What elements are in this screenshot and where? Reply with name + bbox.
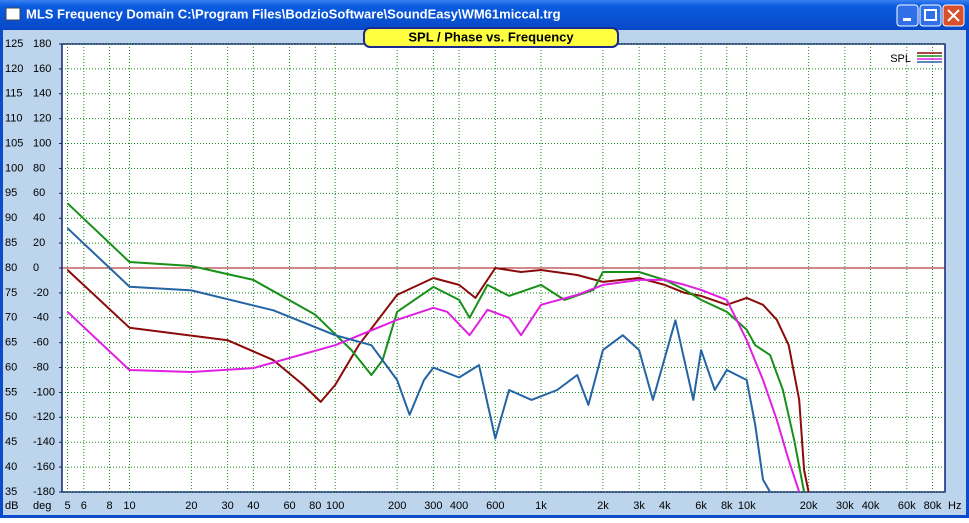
- curve: [66, 278, 801, 493]
- x-tick-label: 10k: [738, 500, 756, 512]
- x-tick-label: 8k: [721, 500, 733, 512]
- title-bar: [0, 0, 969, 30]
- y-tick-label: 75: [5, 287, 17, 299]
- y-tick-label: 45: [5, 436, 17, 448]
- y-tick-label: 85: [5, 237, 17, 249]
- x-tick-label: 3k: [633, 500, 645, 512]
- x-tick-label: 1k: [535, 500, 547, 512]
- chart-title-box: [363, 27, 619, 48]
- y2-unit: deg: [33, 500, 51, 512]
- x-tick-label: 10: [123, 500, 135, 512]
- y2-tick-label: 120: [33, 113, 51, 125]
- maximize-button[interactable]: [919, 4, 942, 27]
- x-tick-label: 100: [326, 500, 344, 512]
- chart-title: SPL / Phase vs. Frequency: [408, 29, 574, 44]
- y2-tick-label: -40: [33, 312, 49, 324]
- x-tick-label: 8: [106, 500, 112, 512]
- x-tick-label: 60k: [898, 500, 916, 512]
- x-tick-label: 2k: [597, 500, 609, 512]
- y2-tick-label: -100: [33, 386, 55, 398]
- curve: [66, 202, 806, 493]
- y2-tick-label: 20: [33, 237, 45, 249]
- y-tick-label: 55: [5, 386, 17, 398]
- y2-tick-label: 60: [33, 187, 45, 199]
- y2-tick-label: 160: [33, 63, 51, 75]
- y-tick-label: 40: [5, 461, 17, 473]
- close-icon: [947, 9, 960, 22]
- x-tick-label: 40k: [862, 500, 880, 512]
- x-tick-label: 300: [424, 500, 442, 512]
- y2-tick-label: -80: [33, 361, 49, 373]
- y2-tick-label: -160: [33, 461, 55, 473]
- x-tick-label: 30k: [836, 500, 854, 512]
- y-tick-label: 90: [5, 212, 17, 224]
- y2-tick-label: 0: [33, 262, 39, 274]
- y2-tick-label: 80: [33, 162, 45, 174]
- y-tick-label: 60: [5, 361, 17, 373]
- x-tick-label: 400: [450, 500, 468, 512]
- y-tick-label: 35: [5, 486, 17, 498]
- y-tick-label: 125: [5, 38, 23, 50]
- y2-tick-label: -20: [33, 287, 49, 299]
- x-unit: Hz: [948, 500, 961, 512]
- y2-tick-label: 40: [33, 212, 45, 224]
- x-tick-label: 30: [222, 500, 234, 512]
- y-unit: dB: [5, 500, 18, 512]
- x-tick-label: 6: [81, 500, 87, 512]
- window-title: MLS Frequency Domain C:\Program Files\Bo…: [26, 6, 561, 21]
- y-tick-label: 95: [5, 187, 17, 199]
- curves: [66, 202, 810, 493]
- y2-tick-label: -120: [33, 411, 55, 423]
- x-tick-label: 5: [64, 500, 70, 512]
- x-tick-label: 4k: [659, 500, 671, 512]
- x-tick-label: 20: [185, 500, 197, 512]
- y-tick-label: 80: [5, 262, 17, 274]
- window-icon: [5, 7, 21, 21]
- y2-tick-label: -60: [33, 337, 49, 349]
- y2-tick-label: 140: [33, 88, 51, 100]
- y-tick-label: 65: [5, 337, 17, 349]
- y-tick-label: 50: [5, 411, 17, 423]
- y-tick-label: 100: [5, 162, 23, 174]
- y-tick-label: 110: [5, 113, 23, 125]
- x-tick-label: 80k: [924, 500, 942, 512]
- y-tick-label: 70: [5, 312, 17, 324]
- y2-tick-label: 100: [33, 137, 51, 149]
- x-tick-label: 20k: [800, 500, 818, 512]
- y2-tick-label: -140: [33, 436, 55, 448]
- legend-label: SPL: [890, 53, 911, 65]
- curve: [66, 267, 810, 493]
- x-tick-label: 200: [388, 500, 406, 512]
- x-tick-label: 60: [283, 500, 295, 512]
- y-tick-label: 105: [5, 137, 23, 149]
- y2-tick-label: 180: [33, 38, 51, 50]
- y2-tick-label: -180: [33, 486, 55, 498]
- maximize-icon: [924, 9, 937, 21]
- x-tick-label: 40: [247, 500, 259, 512]
- x-tick-label: 6k: [695, 500, 707, 512]
- curve: [66, 227, 771, 493]
- minimize-button[interactable]: [896, 4, 919, 27]
- y-tick-label: 115: [5, 88, 23, 100]
- x-tick-label: 600: [486, 500, 504, 512]
- x-tick-label: 80: [309, 500, 321, 512]
- minimize-icon: [903, 18, 911, 21]
- y-tick-label: 120: [5, 63, 23, 75]
